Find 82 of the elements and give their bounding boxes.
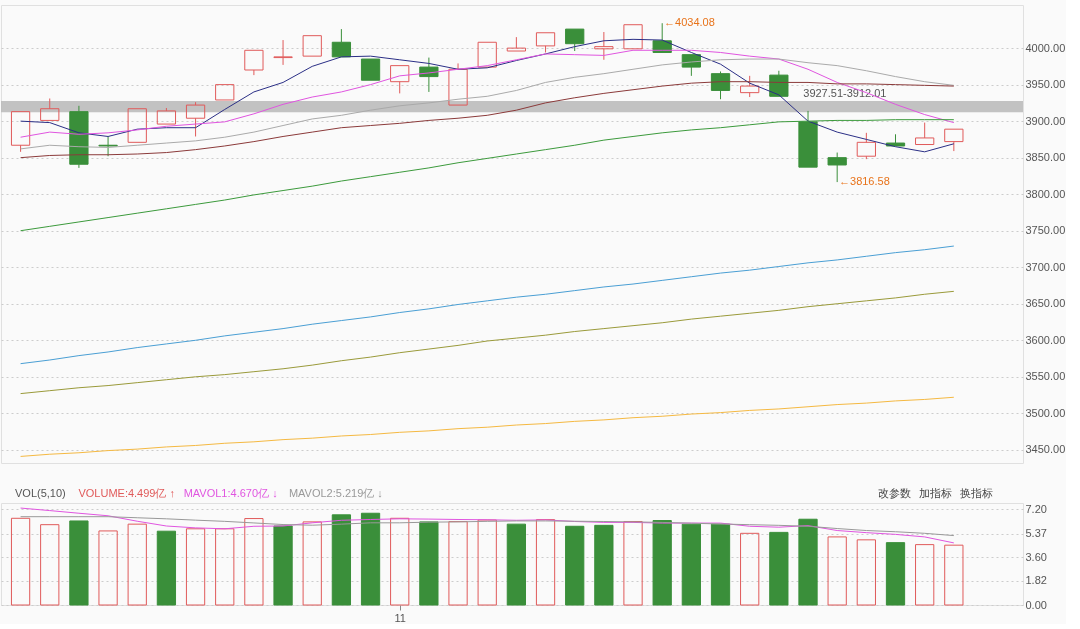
y-tick-label: 4000.00 <box>1025 41 1066 54</box>
bar <box>652 520 672 606</box>
bar <box>740 532 760 606</box>
bar <box>40 524 60 606</box>
text: 改参数 <box>878 487 911 499</box>
y-tick-label: 7.20 <box>1025 502 1047 515</box>
candlestick <box>215 84 235 101</box>
y-tick-label: 5.37 <box>1025 527 1047 540</box>
bar <box>915 544 935 606</box>
bar <box>535 519 556 606</box>
candlestick <box>769 70 789 97</box>
bar <box>156 530 177 606</box>
series-label: VOLUME:4.499亿 ↑ <box>78 487 176 499</box>
bar <box>302 521 322 606</box>
bar <box>390 517 410 606</box>
bar <box>215 528 235 606</box>
candlestick <box>594 31 614 61</box>
text: 换指标 <box>960 487 993 499</box>
bar <box>856 539 876 606</box>
bar <box>98 530 118 606</box>
bar <box>769 531 789 606</box>
bar <box>10 517 31 606</box>
bar <box>594 524 614 606</box>
y-tick-label: 3900.00 <box>1025 114 1066 127</box>
y-tick-label: 3.60 <box>1025 550 1047 563</box>
candlestick <box>390 65 410 94</box>
candlestick <box>915 122 935 146</box>
y-tick-label: 0.00 <box>1025 598 1047 611</box>
candlestick <box>360 58 381 81</box>
bar <box>360 512 381 606</box>
bar <box>419 521 439 606</box>
y-tick-label: 3800.00 <box>1025 187 1066 200</box>
y-tick-label: 3600.00 <box>1025 333 1066 346</box>
candlestick <box>477 41 497 68</box>
line-series <box>20 507 955 544</box>
y-tick-label: 3450.00 <box>1025 443 1066 456</box>
line-series <box>20 245 955 365</box>
bar <box>681 523 701 606</box>
bar <box>827 536 847 606</box>
line-series <box>20 516 955 537</box>
y-tick-label: 3500.00 <box>1025 406 1066 419</box>
bar <box>565 525 585 606</box>
candlestick <box>302 35 322 57</box>
text: MAVOL2:5.219亿 ↓ <box>288 487 383 499</box>
bar <box>798 518 818 606</box>
candlestick <box>98 135 118 157</box>
bar <box>185 528 206 606</box>
candlestick <box>331 28 352 58</box>
bar <box>885 542 906 606</box>
bar <box>448 521 468 606</box>
y-tick-label: 3650.00 <box>1025 297 1066 310</box>
y-tick-label: 3950.00 <box>1025 78 1066 91</box>
line-series <box>20 290 955 395</box>
candlestick <box>244 49 264 76</box>
bar <box>944 544 964 606</box>
y-tick-label: 3850.00 <box>1025 151 1066 164</box>
candlestick <box>448 62 468 106</box>
x-tick-label: 11 <box>394 611 406 624</box>
y-tick-label: 3550.00 <box>1025 370 1066 383</box>
candlestick <box>127 108 147 143</box>
y-tick-label: 3700.00 <box>1025 260 1066 273</box>
bar <box>127 523 147 606</box>
bar <box>331 514 352 606</box>
bar <box>623 520 643 606</box>
y-tick-label: 3750.00 <box>1025 224 1066 237</box>
candlestick <box>40 98 60 121</box>
bar <box>506 523 526 606</box>
bar <box>244 518 264 606</box>
annotation: ←4034.08 <box>664 16 715 29</box>
candlestick <box>623 24 643 50</box>
line-series <box>20 396 955 457</box>
bar <box>69 520 89 606</box>
candlestick <box>506 36 526 52</box>
candlestick <box>273 39 293 66</box>
bar <box>273 525 293 606</box>
y-tick-label: 1.82 <box>1025 574 1047 587</box>
text: MAVOL1:4.670亿 ↓ <box>183 487 278 499</box>
text: 加指标 <box>919 487 952 499</box>
chart-title: VOL(5,10) <box>15 487 66 499</box>
bar <box>477 519 497 606</box>
bar <box>710 523 731 606</box>
annotation: ←3816.58 <box>839 175 890 188</box>
